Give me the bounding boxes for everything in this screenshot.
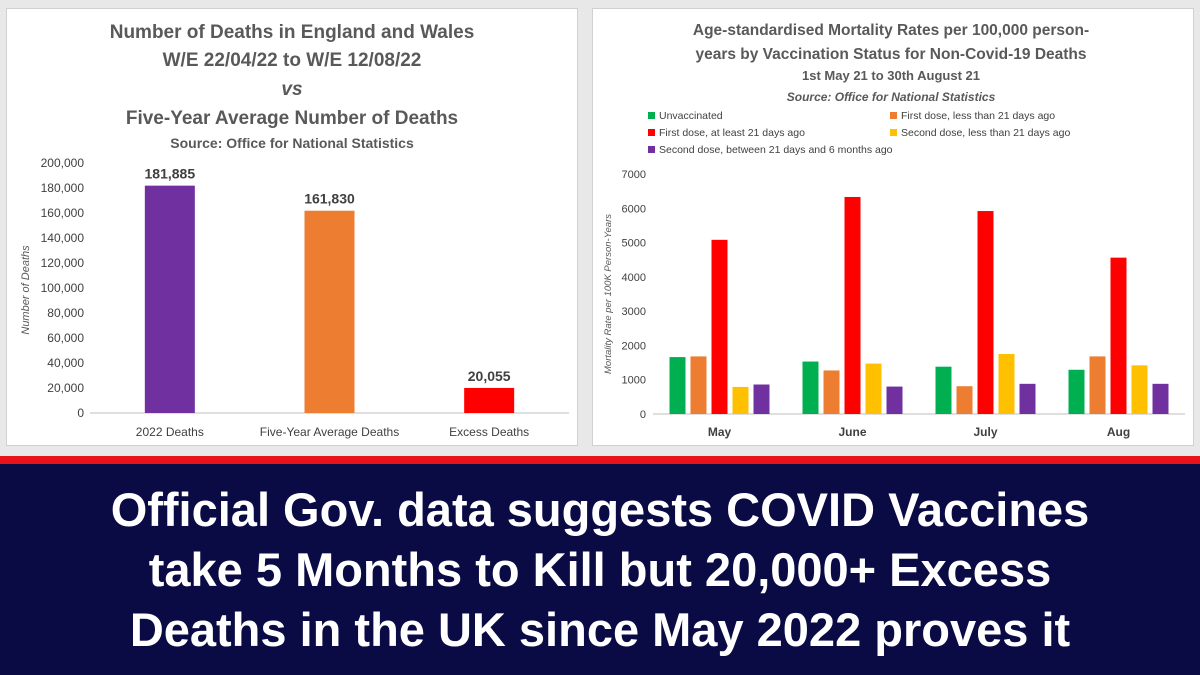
legend-swatch: [648, 129, 655, 136]
bar: [823, 370, 840, 414]
legend-swatch: [890, 112, 897, 119]
headline-banner: Official Gov. data suggests COVID Vaccin…: [0, 464, 1200, 675]
bar: [802, 361, 819, 414]
bar: [1110, 257, 1127, 414]
bar: [886, 386, 903, 414]
deaths-chart-panel: Number of Deaths in England and Wales W/…: [6, 8, 578, 446]
legend-swatch: [890, 129, 897, 136]
bar: [144, 185, 195, 413]
y-tick-label: 200,000: [41, 156, 85, 170]
bar: [1152, 383, 1169, 414]
y-tick-label: 120,000: [41, 256, 85, 270]
chart-title-line-1: Number of Deaths in England and Wales: [110, 22, 475, 43]
y-axis-label: Number of Deaths: [20, 245, 32, 335]
x-tick-label: Excess Deaths: [449, 425, 529, 439]
y-tick-label: 20,000: [47, 381, 84, 395]
headline-line-3: Deaths in the UK since May 2022 proves i…: [129, 602, 1071, 656]
chart-title-line-4: Five-Year Average Number of Deaths: [126, 108, 458, 129]
legend-label: Second dose, between 21 days and 6 month…: [659, 144, 893, 156]
y-tick-label: 140,000: [41, 231, 85, 245]
y-tick-label: 4000: [622, 272, 646, 284]
red-divider-stripe: [0, 456, 1200, 464]
x-axis-ticks: 2022 Deaths Five-Year Average Deaths Exces…: [136, 425, 529, 439]
bar: [865, 363, 882, 414]
mortality-rate-chart-panel: Age-standardised Mortality Rates per 100…: [592, 8, 1194, 446]
x-tick-label: June: [838, 425, 866, 439]
x-tick-label: Five-Year Average Deaths: [260, 425, 399, 439]
y-tick-label: 0: [77, 406, 84, 420]
legend-label: First dose, at least 21 days ago: [659, 127, 805, 139]
chart-title-line-3: 1st May 21 to 30th August 21: [802, 68, 980, 83]
legend: Unvaccinated First dose, less than 21 day…: [648, 110, 1070, 156]
y-axis-label: Mortality Rate per 100K Person-Years: [603, 214, 614, 374]
headline: Official Gov. data suggests COVID Vaccin…: [10, 480, 1190, 660]
bar: [1068, 369, 1085, 414]
mortality-rate-chart: Age-standardised Mortality Rates per 100…: [603, 22, 1185, 439]
data-label: 20,055: [468, 368, 511, 384]
bar: [669, 357, 686, 414]
headline-line-2: take 5 Months to Kill but 20,000+ Excess: [148, 542, 1052, 596]
bar: [1019, 383, 1036, 414]
y-axis-ticks: 0 20,000 40,000 60,000 80,000 100,000 120,000 1…: [41, 156, 85, 420]
x-tick-label: May: [708, 425, 732, 439]
chart-subtitle: Source: Office for National Statistics: [787, 90, 996, 104]
headline-line-1: Official Gov. data suggests COVID Vaccin…: [110, 482, 1090, 536]
bar: [956, 386, 973, 414]
legend-label: Unvaccinated: [659, 110, 723, 122]
y-tick-label: 0: [640, 409, 646, 421]
y-tick-label: 2000: [622, 340, 646, 352]
data-labels: 181,885 161,830 20,055: [145, 166, 511, 384]
y-tick-label: 5000: [622, 238, 646, 250]
y-tick-label: 40,000: [47, 356, 84, 370]
bar: [1089, 356, 1106, 414]
bars: [144, 185, 515, 413]
y-tick-label: 180,000: [41, 181, 85, 195]
bar: [753, 384, 770, 414]
y-tick-label: 7000: [622, 169, 646, 181]
chart-title-line-1: Age-standardised Mortality Rates per 100…: [693, 22, 1089, 39]
legend-swatch: [648, 146, 655, 153]
y-tick-label: 160,000: [41, 206, 85, 220]
deaths-chart: Number of Deaths in England and Wales W/…: [20, 22, 569, 439]
x-tick-label: July: [973, 425, 997, 439]
data-label: 181,885: [145, 166, 196, 182]
x-tick-label: 2022 Deaths: [136, 425, 204, 439]
y-tick-label: 60,000: [47, 331, 84, 345]
bar: [844, 196, 861, 414]
bar: [935, 366, 952, 414]
y-tick-label: 3000: [622, 306, 646, 318]
bar: [711, 239, 728, 414]
x-axis-ticks: May June July Aug: [708, 425, 1130, 439]
bar: [690, 356, 707, 414]
bars: [669, 196, 1169, 414]
data-label: 161,830: [304, 191, 355, 207]
chart-subtitle: Source: Office for National Statistics: [170, 135, 414, 151]
bar: [998, 354, 1015, 414]
chart-title-line-2: W/E 22/04/22 to W/E 12/08/22: [163, 50, 422, 71]
y-axis-ticks: 0 1000 2000 3000 4000 5000 6000 7000: [622, 169, 646, 421]
y-tick-label: 80,000: [47, 306, 84, 320]
y-tick-label: 100,000: [41, 281, 85, 295]
chart-title-line-3: vs: [281, 79, 302, 100]
legend-label: Second dose, less than 21 days ago: [901, 127, 1070, 139]
bar: [977, 211, 994, 414]
y-tick-label: 1000: [622, 375, 646, 387]
bar: [732, 386, 749, 414]
legend-swatch: [648, 112, 655, 119]
legend-label: First dose, less than 21 days ago: [901, 110, 1055, 122]
bar: [464, 387, 515, 413]
bar: [1131, 365, 1148, 414]
bar: [304, 210, 355, 413]
x-tick-label: Aug: [1107, 425, 1130, 439]
chart-title-line-2: years by Vaccination Status for Non-Covi…: [695, 46, 1086, 63]
y-tick-label: 6000: [622, 203, 646, 215]
